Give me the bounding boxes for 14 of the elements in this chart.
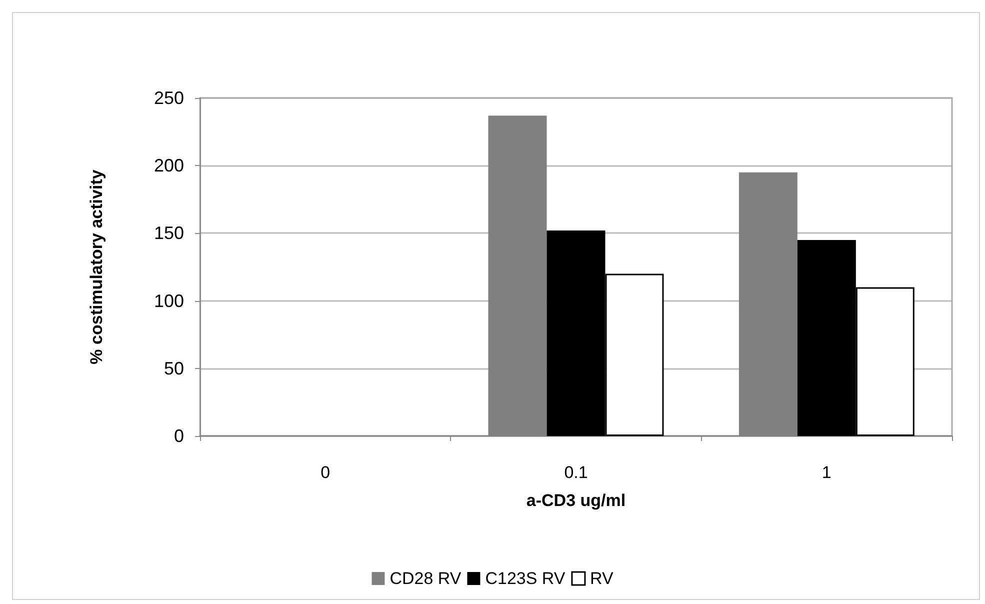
- x-axis-title: a-CD3 ug/ml: [526, 491, 626, 510]
- y-tick-label: 0: [174, 426, 184, 446]
- x-tick-label: 0.1: [564, 463, 588, 482]
- y-axis-title: % costimulatory activity: [87, 169, 106, 364]
- y-tick-label: 150: [154, 223, 184, 244]
- legend-label: C123S RV: [485, 569, 566, 588]
- legend-label: RV: [590, 569, 614, 588]
- x-tick-label: 0: [320, 463, 330, 482]
- x-tick-label: 1: [822, 463, 832, 482]
- y-tick-label: 250: [154, 88, 184, 108]
- y-tick-label: 50: [164, 358, 184, 378]
- y-tick-label: 100: [154, 290, 184, 311]
- legend-label: CD28 RV: [390, 569, 462, 588]
- y-tick-label: 200: [154, 156, 184, 176]
